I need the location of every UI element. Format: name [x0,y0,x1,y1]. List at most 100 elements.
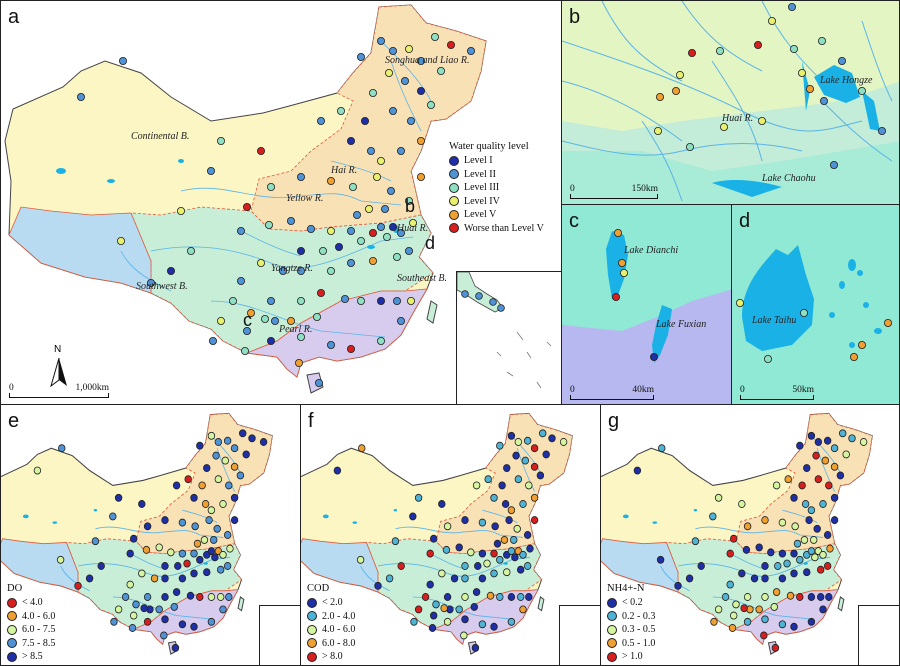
monitoring-site-dot [654,127,663,136]
monitoring-site-dot [513,524,521,533]
monitoring-site-dot [830,462,839,471]
monitoring-site-dot [507,431,516,440]
callout-c: c [243,310,252,330]
monitoring-site-dot [443,593,452,601]
monitoring-site-dot [791,522,799,531]
monitoring-site-dot [225,593,233,601]
monitoring-site-dot [740,604,748,613]
monitoring-site-dot [478,549,487,558]
monitoring-site-dot [743,522,752,531]
monitoring-site-dot [206,166,215,175]
scale-d-start: 0 [740,385,745,395]
label-huai-river-b: Huai R. [722,113,754,124]
monitoring-site-dot [461,516,469,525]
monitoring-site-dot [416,57,425,66]
monitoring-site-dot [91,537,100,546]
monitoring-site-dot [129,534,138,543]
monitoring-site-dot [121,593,130,601]
monitoring-site-dot [186,591,195,600]
scale-bar-b: 0 150km [570,184,658,199]
callout-d: d [425,233,436,253]
basin-label-southwest: Southwest B. [136,281,188,292]
monitoring-site-dot [306,224,315,233]
monitoring-site-dot [348,182,357,191]
monitoring-site-dot [386,186,395,195]
monitoring-site-dot [140,604,148,613]
monitoring-site-dot [511,553,519,562]
monitoring-site-dot [406,117,415,126]
monitoring-site-dot [440,604,448,613]
scale-b-unit: km [645,184,658,194]
monitoring-site-dot [391,537,400,546]
monitoring-site-dot [656,93,665,102]
monitoring-site-dot [109,512,117,521]
monitoring-site-dot [726,580,734,589]
monitoring-site-dot [129,611,138,620]
monitoring-site-dot [442,545,451,554]
monitoring-site-dot [219,550,227,559]
monitoring-site-dot [472,588,481,596]
scale-b-end: 150 [631,184,646,194]
monitoring-site-dot [732,600,740,609]
monitoring-site-dot [438,569,446,578]
monitoring-site-dot [829,160,838,169]
monitoring-site-dot [686,142,695,151]
monitoring-site-dot [216,593,225,601]
monitoring-site-dot [236,471,245,480]
monitoring-site-dot [223,562,232,570]
monitoring-site-dot [230,516,239,525]
monitoring-site-dot [728,624,737,632]
legend-item-label: 0.2 - 0.3 [622,610,656,622]
monitoring-site-dot [760,631,768,640]
monitoring-site-dot [542,450,550,459]
legend-item: 4.0 - 6.0 [307,623,355,637]
inset-g [858,605,899,665]
legend-item-label: < 0.2 [622,597,643,609]
monitoring-site-dot [117,236,126,245]
panel-a: a Songhua and Liao R. Continental B. Hai… [0,0,562,405]
monitoring-site-dot [230,444,239,453]
monitoring-site-dot [414,605,423,614]
do-map [1,412,273,655]
monitoring-site-dot [211,553,219,562]
legend-swatch [607,611,617,622]
monitoring-site-dot [170,602,178,611]
basin-label-pearl: Pearl R. [279,324,313,335]
legend-item: < 4.0 [7,596,55,610]
legend-cod-title: COD [307,583,330,594]
monitoring-site-dot [501,500,510,508]
monitoring-site-dot [223,436,232,445]
legend-water-quality: Water quality level Level I Level II Level… [449,141,544,235]
monitoring-site-dot [507,506,516,515]
monitoring-site-dot [743,593,752,601]
monitoring-site-dot [333,466,342,475]
monitoring-site-dot [715,47,724,56]
monitoring-site-dot [484,475,492,484]
monitoring-site-dot [426,101,435,110]
monitoring-site-dot [126,580,134,589]
monitoring-site-dot [455,605,463,614]
legend-item: 4.0 - 6.0 [7,610,55,624]
scale-b-start: 0 [570,184,575,194]
monitoring-site-dot [221,456,230,465]
legend-swatch [307,651,317,662]
legend-item: 7.5 - 8.5 [7,637,55,651]
monitoring-site-dot [772,481,781,490]
monitoring-site-dot [656,555,665,564]
monitoring-site-dot [743,617,752,626]
monitoring-site-dot [138,500,146,508]
legend-title: Water quality level [449,141,529,152]
monitoring-site-dot [823,436,832,445]
legend-item-label: 7.5 - 8.5 [22,637,56,649]
monitoring-site-dot [612,293,621,302]
legend-item-label: 4.0 - 6.0 [22,610,56,622]
monitoring-site-dot [376,222,385,231]
monitoring-site-dot [719,123,728,132]
monitoring-site-dot [490,493,498,502]
monitoring-site-dot [248,434,256,443]
monitoring-site-dot [525,481,533,490]
monitoring-site-dot [778,620,787,629]
monitoring-site-dot [761,615,769,624]
monitoring-site-dot [710,617,718,626]
legend-item-label: Level I [464,155,493,167]
